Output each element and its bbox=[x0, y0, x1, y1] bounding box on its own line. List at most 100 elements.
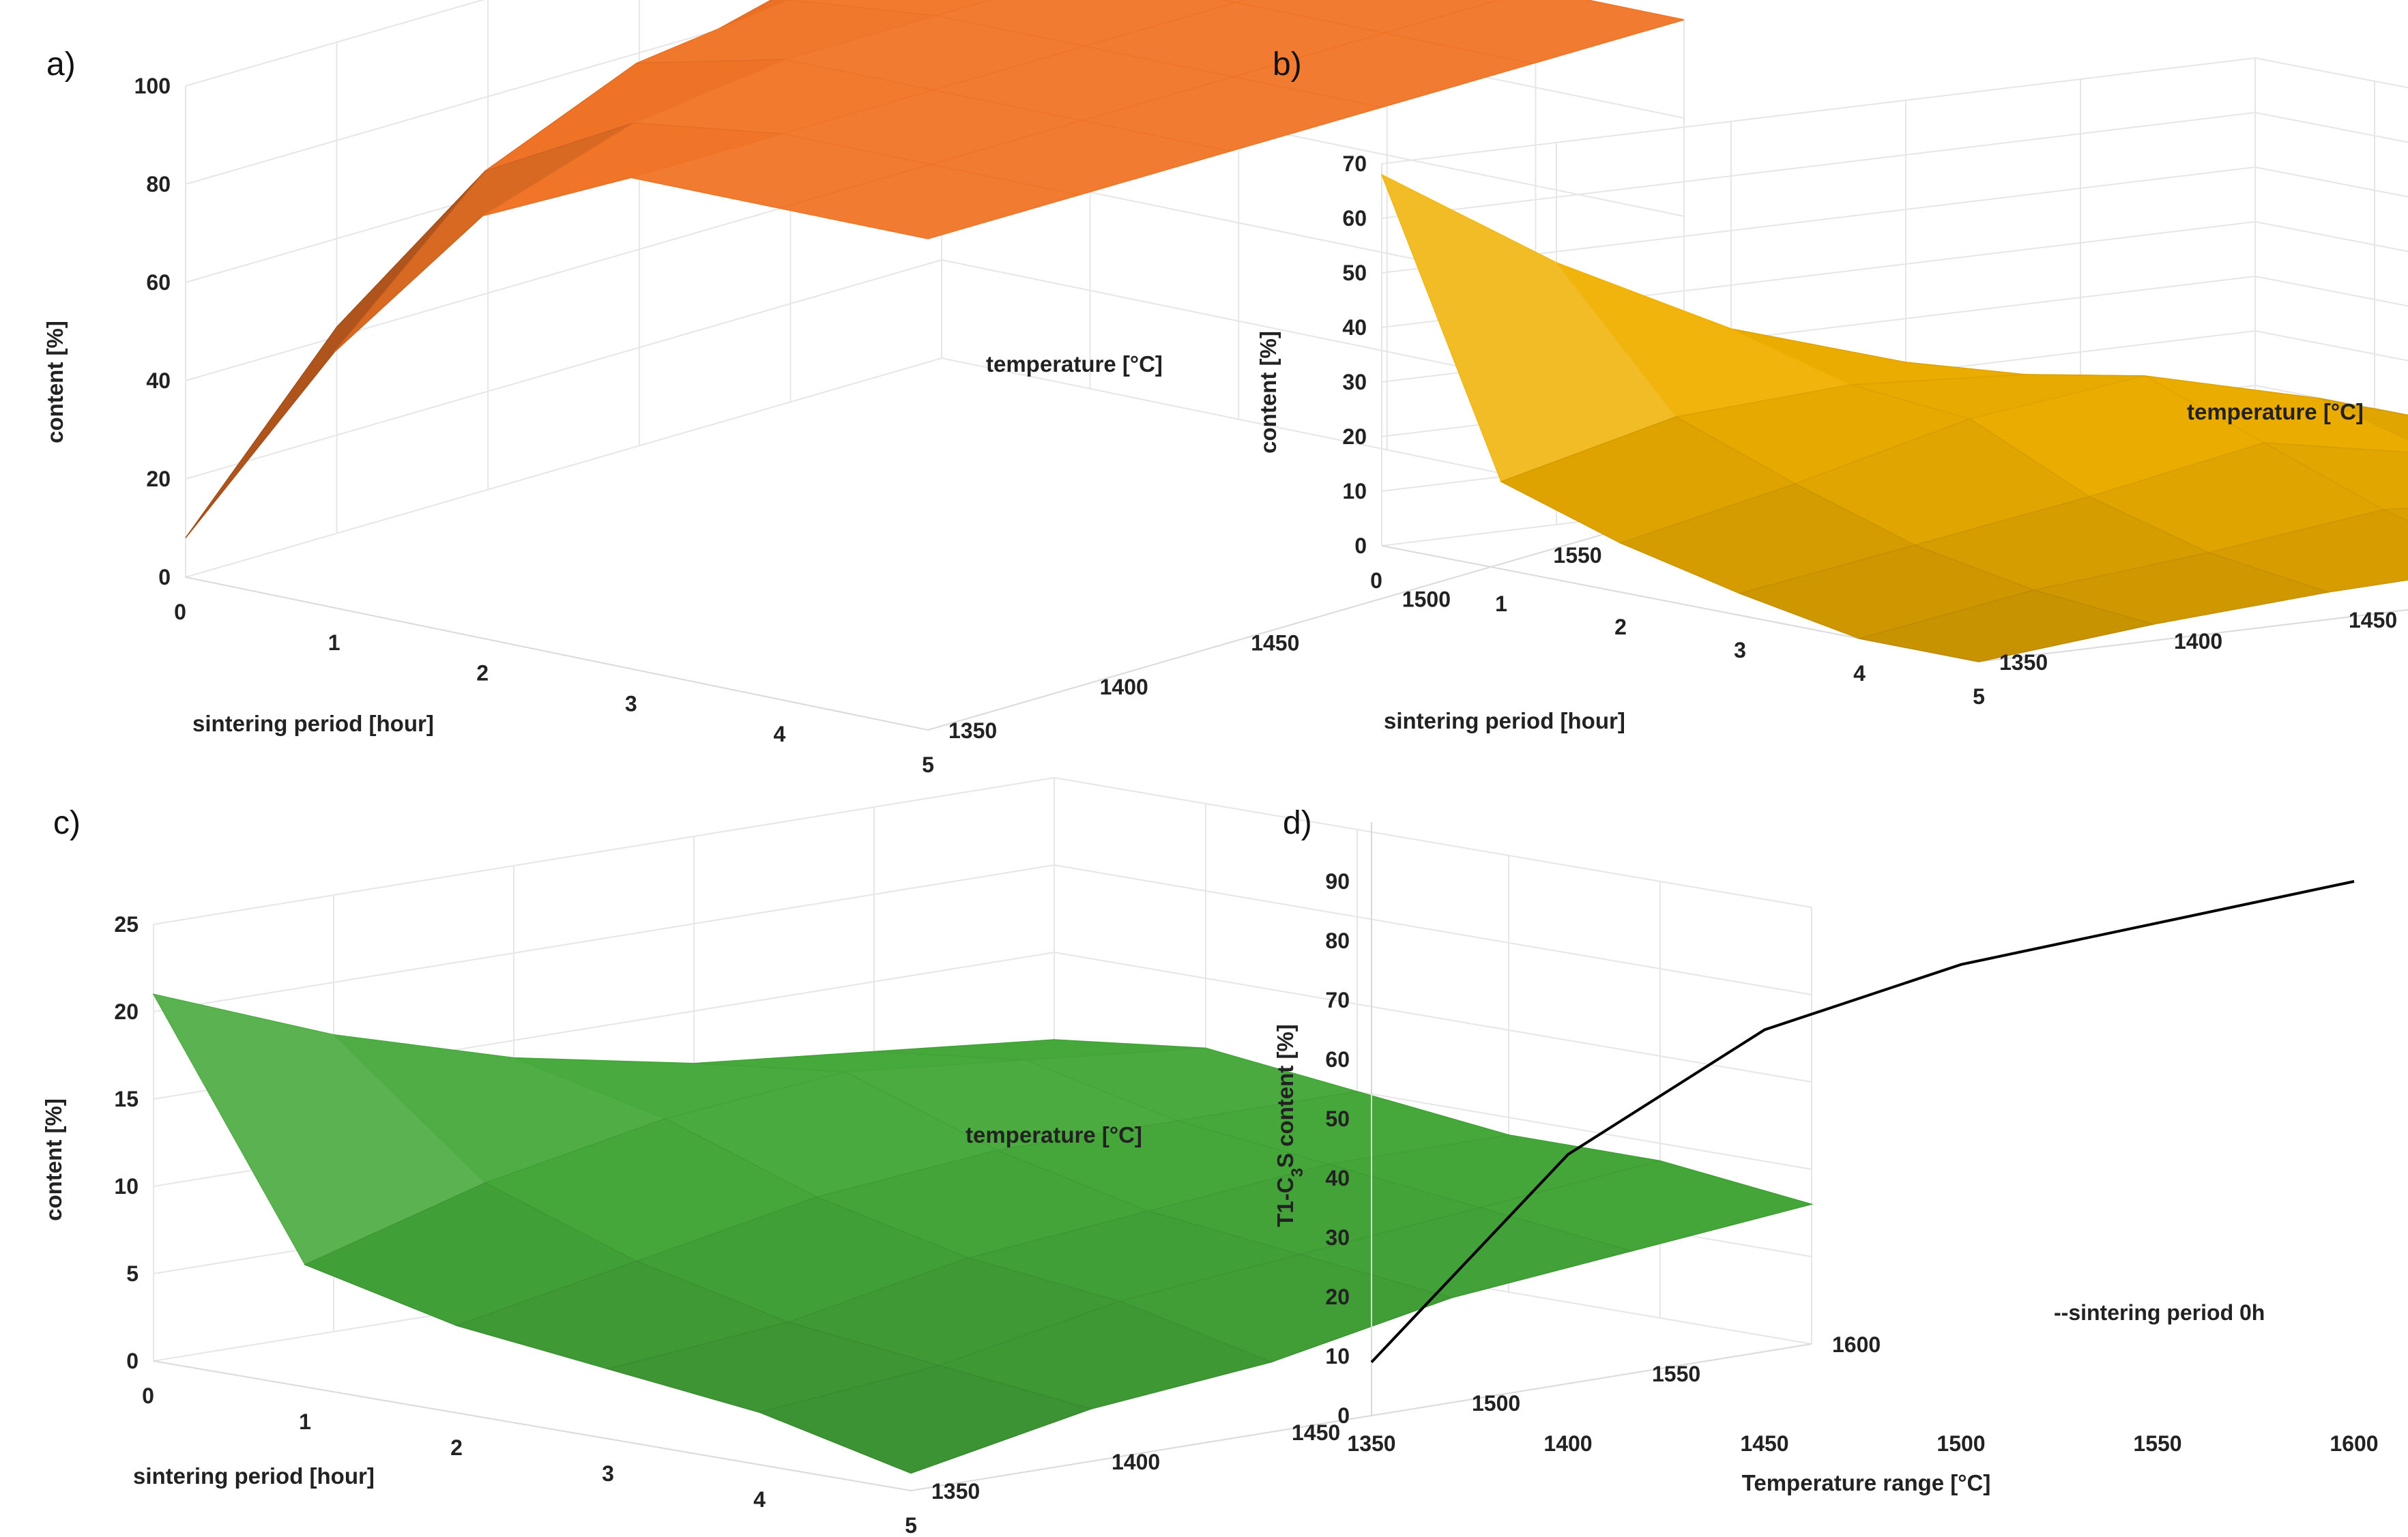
x-tick-label: 1500 bbox=[1936, 1431, 1985, 1456]
x-axis-label: sintering period [hour] bbox=[192, 711, 434, 736]
z-tick-label: 80 bbox=[146, 172, 171, 196]
y-axis-label-part: S content [%] bbox=[1273, 1024, 1298, 1168]
z-axis-label: content [%] bbox=[42, 321, 68, 443]
surface-chart-1: 0204060801000123451350140014501500155016… bbox=[42, 0, 1753, 777]
x-tick-label: 4 bbox=[774, 722, 786, 746]
y-tick-label: 10 bbox=[1325, 1344, 1350, 1368]
z-tick-label: 40 bbox=[1342, 315, 1367, 340]
x-axis-line bbox=[153, 1360, 912, 1491]
x-tick-label: 4 bbox=[1853, 661, 1866, 686]
z-tick-label: 40 bbox=[146, 368, 171, 393]
surface-patch bbox=[1859, 589, 2154, 662]
y-tick-label: 20 bbox=[1325, 1285, 1350, 1309]
x-tick-label: 2 bbox=[1614, 615, 1627, 639]
y-axis-label: temperature [°C] bbox=[2187, 399, 2364, 424]
y-axis-line bbox=[1978, 609, 2408, 662]
x-tick-label: 5 bbox=[1973, 684, 1985, 709]
x-tick-label: 0 bbox=[142, 1384, 154, 1408]
y-axis-label: T1-C3S content [%] bbox=[1273, 1024, 1307, 1227]
gridline-z bbox=[153, 864, 1812, 1012]
y-tick-label: 90 bbox=[1325, 869, 1350, 894]
z-tick-label: 10 bbox=[114, 1174, 139, 1199]
z-tick-label: 30 bbox=[1342, 370, 1367, 394]
x-tick-label: 5 bbox=[922, 752, 934, 777]
y-tick-label: 1350 bbox=[1999, 650, 2048, 675]
x-tick-label: 1550 bbox=[2133, 1431, 2181, 1456]
x-tick-label: 2 bbox=[450, 1435, 463, 1460]
x-tick-label: 1450 bbox=[1740, 1431, 1788, 1456]
y-tick-label: 1450 bbox=[1251, 631, 1299, 656]
z-tick-label: 100 bbox=[134, 74, 171, 98]
x-axis-line bbox=[185, 576, 929, 731]
y-axis-label-subscript: 3 bbox=[1288, 1168, 1307, 1177]
line-chart: 0 10 20 30 40 50 60 70 80 90 1350 1400 1450 1500 1550 1… bbox=[1273, 805, 2379, 1495]
y-axis-line bbox=[927, 510, 1685, 731]
y-tick-label: 1550 bbox=[1553, 543, 1601, 568]
z-tick-label: 70 bbox=[1342, 151, 1367, 176]
z-tick-label: 20 bbox=[146, 467, 171, 491]
z-axis-label: content [%] bbox=[41, 1098, 66, 1221]
surface-chart-3: 0 5 10 15 20 25 0 1 2 3 4 5 1350 1400 1450 1500 1550 1600… bbox=[41, 776, 1881, 1537]
x-tick-label: 3 bbox=[1734, 638, 1746, 662]
y-tick-label: 1450 bbox=[2349, 608, 2397, 632]
x-axis-label: sintering period [hour] bbox=[1384, 708, 1625, 733]
y-tick-label: 1500 bbox=[1402, 587, 1451, 611]
y-tick-label: 40 bbox=[1325, 1166, 1350, 1190]
y-tick-label: 1350 bbox=[948, 718, 997, 743]
y-tick-label: 60 bbox=[1325, 1047, 1350, 1072]
x-tick-label: 0 bbox=[174, 600, 186, 624]
x-tick-label: 3 bbox=[625, 691, 637, 716]
y-tick-label: 1450 bbox=[1292, 1420, 1340, 1445]
surface-patch bbox=[757, 1364, 1093, 1474]
panel-label: c) bbox=[53, 805, 81, 841]
y-tick-label: 1400 bbox=[1112, 1450, 1160, 1474]
z-tick-label: 0 bbox=[1354, 533, 1367, 558]
gridline-z bbox=[185, 357, 1685, 578]
panel-label: b) bbox=[1273, 46, 1302, 83]
y-tick-label: 30 bbox=[1325, 1225, 1350, 1250]
panel-label: d) bbox=[1283, 805, 1312, 841]
x-tick-label: 2 bbox=[476, 661, 489, 686]
z-tick-label: 10 bbox=[1342, 479, 1367, 503]
y-tick-label: 50 bbox=[1325, 1107, 1350, 1131]
y-tick-label: 1600 bbox=[1832, 1332, 1881, 1357]
y-tick-label: 1350 bbox=[931, 1479, 980, 1504]
y-axis-line bbox=[910, 1343, 1812, 1491]
z-tick-label: 0 bbox=[158, 565, 171, 589]
gridline-z bbox=[185, 0, 1685, 87]
z-tick-label: 0 bbox=[126, 1349, 139, 1373]
y-tick-label: 80 bbox=[1325, 928, 1350, 953]
y-axis-label: temperature [°C] bbox=[986, 351, 1163, 377]
y-tick-label: 1400 bbox=[2174, 629, 2222, 654]
y-tick-label: 1500 bbox=[1472, 1391, 1520, 1416]
z-tick-label: 60 bbox=[146, 270, 171, 295]
x-tick-label: 0 bbox=[1370, 568, 1382, 593]
y-tick-label: 0 bbox=[1337, 1403, 1350, 1428]
z-tick-label: 50 bbox=[1342, 261, 1367, 285]
z-axis-label: content [%] bbox=[1256, 331, 1281, 454]
series-line bbox=[1370, 880, 2355, 1364]
y-axis-label-part: T1-C bbox=[1273, 1177, 1298, 1227]
z-tick-label: 20 bbox=[1342, 424, 1367, 449]
legend-entry: --sintering period 0h bbox=[2054, 1300, 2265, 1325]
x-axis-label: sintering period [hour] bbox=[133, 1463, 375, 1489]
gridline-z bbox=[153, 776, 1812, 925]
x-tick-label: 1 bbox=[328, 630, 340, 655]
y-tick-label: 70 bbox=[1325, 988, 1350, 1012]
x-tick-label: 1 bbox=[299, 1409, 311, 1434]
surface-chart-2: 0 10 20 30 40 50 60 70 0 1 2 3 4 5 1350 1400 1450 1500 155… bbox=[1256, 46, 2408, 733]
z-tick-label: 60 bbox=[1342, 206, 1367, 231]
x-tick-label: 1400 bbox=[1543, 1431, 1592, 1456]
x-tick-label: 1 bbox=[1495, 591, 1507, 616]
surface-patch bbox=[779, 164, 1079, 239]
z-tick-label: 25 bbox=[114, 912, 139, 937]
y-tick-label: 1550 bbox=[1652, 1362, 1700, 1386]
y-tick-label: 1400 bbox=[1100, 675, 1148, 699]
z-tick-label: 15 bbox=[114, 1087, 139, 1111]
x-tick-label: 1600 bbox=[2330, 1431, 2378, 1456]
panel-label: a) bbox=[46, 46, 76, 83]
x-tick-label: 5 bbox=[905, 1513, 917, 1537]
z-tick-label: 5 bbox=[126, 1261, 139, 1286]
x-axis-label: Temperature range [°C] bbox=[1742, 1470, 1991, 1495]
